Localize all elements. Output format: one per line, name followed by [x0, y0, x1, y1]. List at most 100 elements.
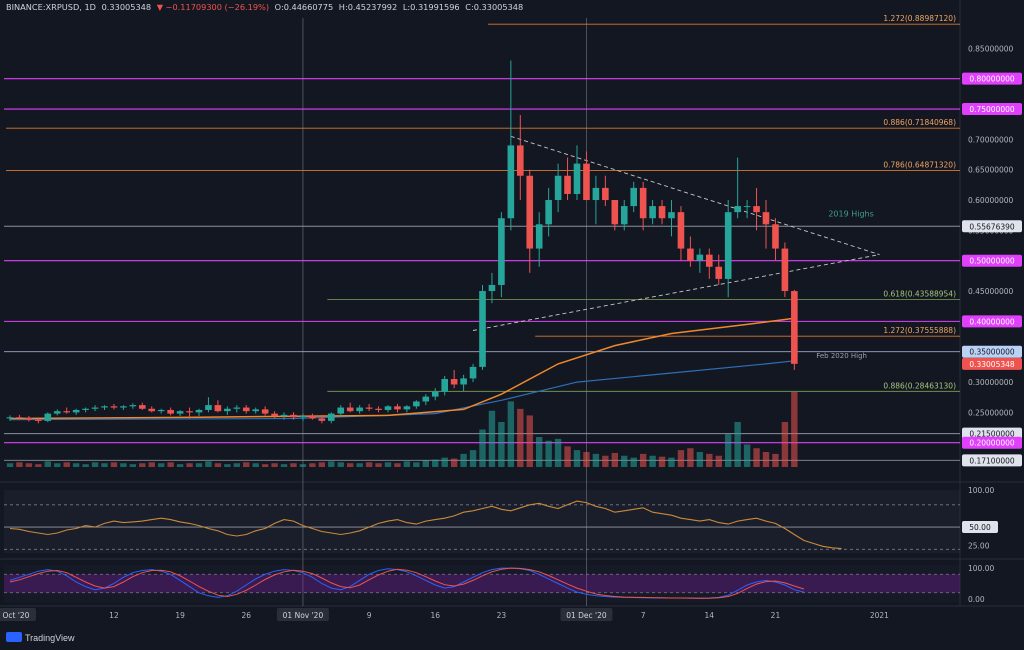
volume-bar [6, 463, 14, 467]
candle-body [724, 212, 732, 279]
candle-body [309, 416, 316, 419]
candle-body [431, 391, 439, 397]
date-tag-bg [0, 608, 36, 621]
candle-body [72, 409, 80, 413]
candle-body [365, 407, 373, 409]
volume-bar [186, 463, 193, 467]
volume-bar [233, 463, 240, 467]
fib-label: 0.886(0.71840968) [883, 118, 956, 127]
candle-body [706, 254, 713, 267]
candle-body [734, 206, 741, 213]
volume-bar [422, 460, 429, 467]
volume-bar [347, 463, 354, 467]
candle-body [696, 254, 704, 261]
chart-annotation: 2019 Highs [828, 209, 873, 218]
candle-body [328, 413, 335, 421]
candle-body [157, 409, 165, 412]
volume-bar [82, 464, 89, 467]
candle-body [460, 378, 467, 385]
volume-bar [488, 410, 496, 467]
volume-bar [639, 453, 647, 467]
symbol-title[interactable]: BINANCE:XRPUSD, 1D [6, 2, 96, 12]
candle-body [639, 187, 647, 219]
candle-body [167, 409, 174, 414]
candle-body [25, 417, 33, 420]
candle-body [384, 406, 392, 410]
volume-bar [564, 446, 571, 467]
candle-body [668, 212, 675, 219]
price-tag-bg [962, 436, 1022, 449]
brand-name: TradingView [25, 633, 75, 643]
stoch-tick-label: 100.00 [968, 564, 994, 573]
rsi-line [9, 500, 842, 550]
price-tag-bg [962, 254, 1022, 267]
volume-bar [687, 448, 694, 467]
date-tick-label: 7 [641, 611, 646, 620]
volume-bar [658, 456, 666, 467]
volume-bar [101, 463, 108, 467]
price-tag-bg [962, 427, 1022, 440]
volume-bar [536, 437, 543, 467]
fib-label: 0.618(0.43588954) [883, 290, 956, 299]
volume-bar [677, 450, 685, 467]
volume-bar [583, 452, 590, 467]
candle-body [318, 418, 326, 421]
date-tick-label: 2021 [870, 611, 889, 620]
candle-body [517, 145, 524, 176]
volume-bar [280, 464, 288, 467]
candle-body [63, 411, 70, 413]
price-tag-label: 0.17100000 [969, 456, 1015, 465]
candle-body [280, 414, 288, 417]
candle-body [252, 409, 259, 412]
candle-body [791, 291, 798, 364]
fib-label: 0.786(0.64871320) [883, 160, 956, 169]
price-tag-label: 0.40000000 [969, 317, 1015, 326]
candle-body [526, 175, 534, 249]
volume-bar [139, 463, 146, 467]
candle-body [441, 379, 448, 392]
candle-body [564, 175, 571, 194]
volume-bar [479, 429, 486, 467]
high-value: H:0.45237992 [338, 2, 398, 12]
date-tick-label: 26 [241, 611, 251, 620]
volume-bar [35, 464, 42, 467]
price-tag-label: 0.35000000 [969, 348, 1015, 357]
price-tag-bg [962, 103, 1022, 116]
price-tick-label: 0.45000000 [968, 287, 1014, 296]
candle-body [573, 163, 581, 194]
date-tag-bg [560, 608, 613, 621]
change-value: ▼ −0.11709300 (−26.19%) [156, 2, 270, 12]
candle-body [554, 175, 562, 201]
volume-bar [167, 462, 174, 467]
date-tick-label: 19 [175, 611, 185, 620]
volume-bar [337, 462, 344, 467]
candle-body [762, 212, 770, 225]
date-tick-label: 9 [367, 611, 372, 620]
volume-bar [54, 463, 61, 467]
volume-bar [441, 457, 448, 467]
date-tick-label: 16 [430, 611, 440, 620]
rsi-value-tag: 50.00 [969, 523, 991, 532]
candle-body [299, 416, 307, 418]
candle-body [290, 414, 297, 418]
volume-bar [120, 463, 127, 467]
candle-body [611, 200, 619, 225]
date-tick-label: 23 [497, 611, 507, 620]
date-tick-label: 21 [771, 611, 781, 620]
price-tag-label: 0.50000000 [969, 257, 1015, 266]
candle-body [592, 187, 600, 201]
candle-body [176, 411, 184, 414]
volume-bar [649, 455, 656, 467]
volume-bar [762, 452, 770, 467]
price-tick-label: 0.85000000 [968, 44, 1014, 53]
volume-bar [252, 463, 259, 467]
volume-bar [432, 459, 439, 467]
symbol-header: BINANCE:XRPUSD, 1D 0.33005348 ▼ −0.11709… [6, 2, 526, 16]
price-tag-bg [962, 220, 1022, 233]
candle-body [356, 407, 363, 412]
stoch-d-line [9, 567, 804, 599]
candle-body [148, 408, 156, 412]
tradingview-logo[interactable]: TradingView [6, 632, 75, 643]
candle-body [687, 248, 694, 261]
